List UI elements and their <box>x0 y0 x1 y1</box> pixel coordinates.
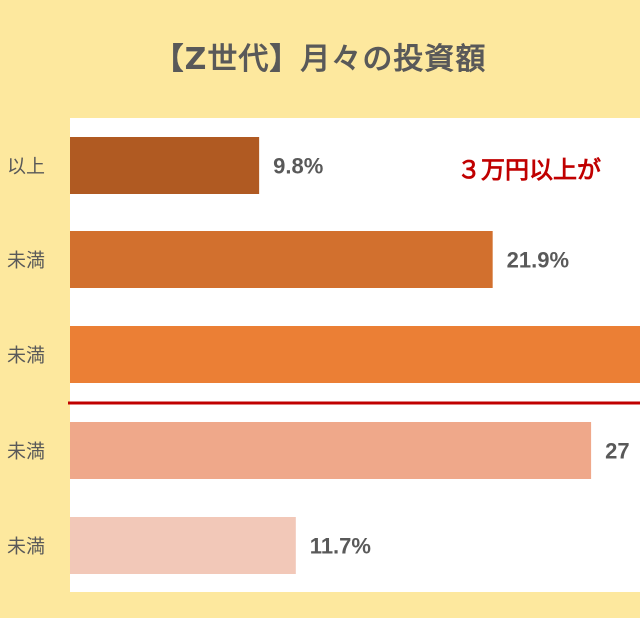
bar <box>70 422 592 479</box>
annotation: ３万円以上が <box>457 156 601 184</box>
chart-title: 【Z世代】月々の投資額 <box>153 42 487 77</box>
category-label: 未満 <box>7 536 45 558</box>
value-label: 9.8% <box>273 154 323 179</box>
bar <box>70 326 640 383</box>
category-label: 以上 <box>7 156 45 178</box>
bar <box>70 517 296 574</box>
bar <box>70 137 260 194</box>
category-label: 未満 <box>7 345 45 367</box>
value-label: 27 <box>605 439 629 464</box>
bar <box>70 231 493 288</box>
value-label: 21.9% <box>507 248 569 273</box>
category-label: 未満 <box>7 250 45 272</box>
value-label: 11.7% <box>310 534 371 559</box>
category-label: 未満 <box>7 441 45 463</box>
